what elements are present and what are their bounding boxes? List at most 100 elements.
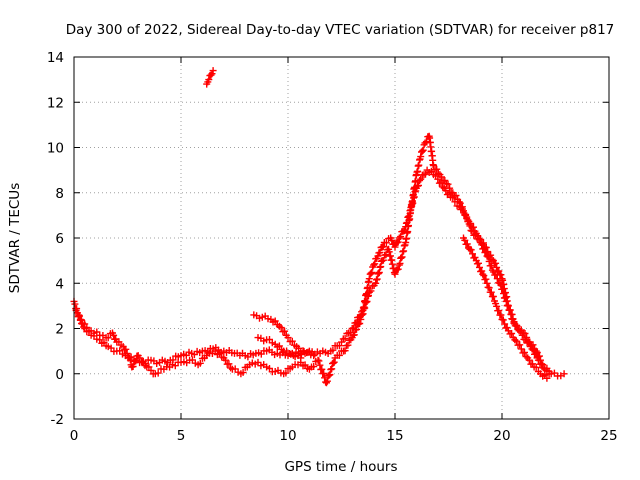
data-point [310, 352, 318, 360]
data-point [532, 347, 540, 355]
data-point-interp [513, 322, 521, 330]
data-point-interp [422, 170, 429, 178]
data-point-interp [467, 246, 475, 254]
data-point-interp [281, 327, 289, 335]
data-point [207, 71, 215, 79]
data-point-interp [508, 310, 516, 318]
data-point-interp [379, 243, 387, 251]
data-point-interp [529, 360, 536, 368]
data-point [430, 162, 437, 170]
data-point-interp [363, 298, 371, 305]
data-point-interp [525, 356, 533, 364]
data-point [543, 374, 551, 382]
y-tick-label: -2 [51, 412, 64, 428]
x-tick-label: 5 [177, 428, 186, 444]
data-point-interp [508, 330, 516, 337]
x-tick-label: 25 [600, 428, 617, 444]
chart-title: Day 300 of 2022, Sidereal Day-to-day VTE… [66, 22, 615, 38]
data-point-interp [512, 337, 520, 345]
data-point-interp [487, 288, 495, 296]
data-point-interp [463, 240, 471, 248]
data-point-interp [239, 368, 247, 376]
data-point-interp [477, 235, 485, 243]
data-point-interp [350, 331, 358, 339]
data-point-interp [71, 300, 79, 308]
data-point-interp [418, 147, 426, 155]
data-point-interp [196, 359, 204, 367]
data-point-interp [397, 233, 405, 241]
data-point-interp [458, 203, 466, 211]
data-point [455, 198, 463, 206]
data-point-interp [394, 238, 402, 246]
data-point-interp [476, 263, 483, 271]
data-point [391, 243, 399, 251]
data-point-interp [536, 352, 543, 360]
data-point [417, 153, 425, 161]
data-point-interp [493, 263, 501, 271]
axis-ticks: 0 5 10 15 20 25 -2 0 2 4 6 8 10 12 14 [47, 50, 618, 444]
data-point-interp [222, 356, 229, 364]
data-point [479, 270, 487, 278]
data-point-interp [488, 255, 496, 263]
x-tick-label: 10 [279, 428, 296, 444]
data-point-interp [330, 358, 338, 366]
data-point-interp [442, 187, 450, 194]
data-point [539, 361, 547, 369]
data-point-interp [471, 254, 479, 261]
data-point-interp [439, 183, 447, 191]
data-point-interp [480, 239, 487, 247]
data-point [372, 279, 380, 287]
y-tick-label: 2 [55, 322, 64, 338]
data-point-interp [329, 346, 337, 354]
data-point-interp [482, 244, 490, 251]
y-axis-label: SDTVAR / TECUs [7, 183, 23, 293]
data-point-interp [533, 349, 541, 356]
data-point-interp [335, 351, 343, 359]
data-point-interp [529, 341, 537, 349]
data-point-interp [438, 173, 445, 181]
data-point [205, 76, 213, 84]
grid-lines [74, 57, 609, 419]
data-point-interp [467, 220, 475, 227]
data-point-interp [461, 236, 469, 244]
y-tick-label: 8 [55, 186, 64, 202]
data-point-interp [356, 320, 364, 327]
data-point [434, 175, 442, 183]
data-point-interp [122, 345, 130, 353]
data-point [365, 288, 373, 296]
data-point-interp [415, 182, 422, 189]
data-point-interp [326, 371, 334, 379]
x-axis-label: GPS time / hours [284, 459, 397, 475]
data-point-interp [288, 337, 296, 345]
data-point-interp [422, 138, 430, 146]
data-point-interp [456, 199, 464, 207]
data-point-interp [353, 325, 360, 333]
data-point-interp [367, 287, 375, 295]
data-point-interp [335, 342, 343, 350]
data-point [374, 252, 382, 260]
data-point-interp [463, 215, 471, 222]
data-point-interp [484, 248, 492, 256]
data-point-interp [482, 275, 490, 283]
data-point-interp [523, 334, 531, 341]
data-point-interp [532, 363, 540, 371]
data-point-interp [78, 316, 85, 324]
data-point-interp [359, 310, 367, 318]
data-point-interp [139, 358, 147, 365]
data-point-interp [495, 267, 503, 275]
data-point-interp [521, 330, 529, 337]
data-point [417, 175, 425, 183]
data-point-interp [154, 369, 162, 377]
data-point [370, 261, 378, 269]
data-point-interp [110, 331, 118, 339]
data-point-interp [341, 334, 349, 342]
data-point-interp [493, 302, 501, 310]
x-tick-label: 0 [70, 428, 79, 444]
data-point [284, 334, 292, 342]
data-point-interp [470, 223, 477, 231]
data-point [395, 234, 403, 242]
x-tick-label: 15 [386, 428, 403, 444]
data-point-interp [129, 363, 137, 370]
data-point-interp [462, 211, 470, 218]
